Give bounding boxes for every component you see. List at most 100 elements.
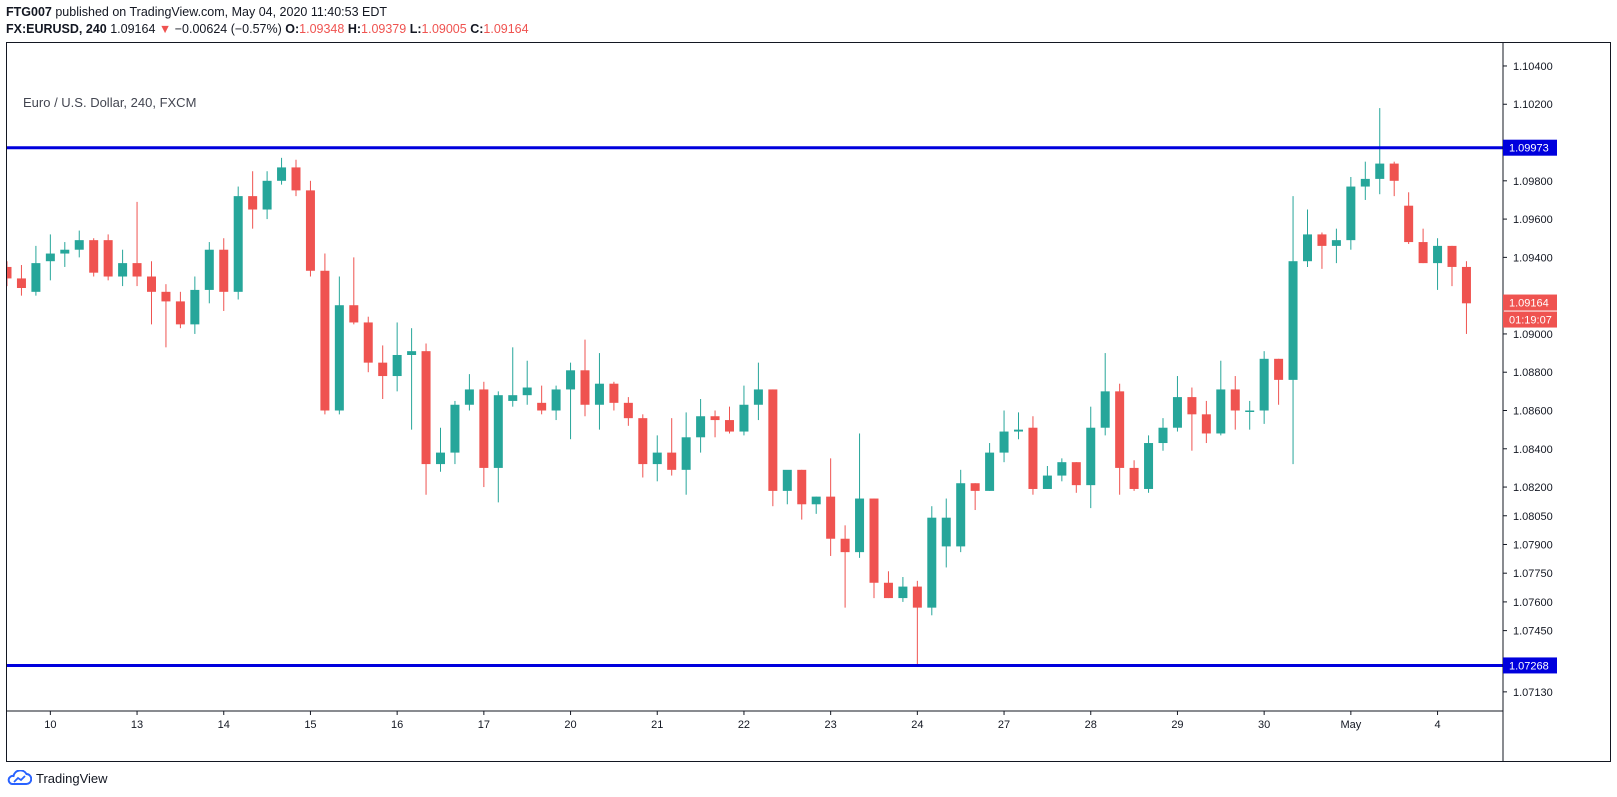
candle [349, 257, 359, 325]
candle-body [1158, 427, 1168, 444]
candle [421, 343, 431, 495]
candle [1245, 400, 1255, 430]
candle [1317, 232, 1327, 269]
candle-body [537, 402, 547, 411]
candle [710, 410, 720, 438]
candle [161, 284, 171, 348]
x-tick-label: 15 [304, 719, 316, 731]
candle-body [1057, 462, 1067, 476]
candle [594, 353, 604, 430]
candle-body [1259, 358, 1269, 411]
candle-body [985, 452, 995, 491]
candle [912, 580, 922, 666]
candle-body [782, 469, 792, 491]
candlestick-chart[interactable]: 1.10400 1.10200 1.09800 1.09600 1.09400 1.090… [7, 43, 1610, 761]
candle-body [797, 469, 807, 505]
candle-body [1201, 414, 1211, 434]
candle-body [436, 452, 445, 465]
candle [60, 242, 70, 267]
candle [45, 234, 55, 281]
publish-info: published on TradingView.com, May 04, 20… [55, 5, 388, 19]
candle-body [1230, 389, 1240, 411]
tradingview-logo[interactable]: TradingView [6, 770, 108, 786]
candle-body [1129, 467, 1139, 489]
candle [320, 253, 330, 415]
candle [1461, 261, 1471, 334]
y-tick-label: 1.08400 [1513, 444, 1553, 456]
candle-body [768, 389, 778, 491]
candle-body [89, 240, 99, 273]
candle-body [248, 196, 258, 210]
countdown-tag [1503, 311, 1557, 328]
candle-body [710, 416, 720, 421]
candle-body [161, 291, 171, 302]
last-price: 1.09164 [110, 22, 156, 36]
candle-body [464, 389, 474, 405]
candle-body [262, 180, 272, 210]
candle [89, 238, 99, 277]
candle [999, 410, 1009, 463]
y-tick-label: 1.09400 [1513, 252, 1553, 264]
candle-body [1418, 242, 1428, 264]
high-label: H: [347, 22, 362, 36]
candle [1071, 462, 1081, 493]
candle [262, 171, 272, 220]
candle [147, 261, 156, 325]
candle [305, 180, 315, 277]
candle [1274, 358, 1284, 405]
candle [118, 249, 128, 287]
candle-body [1144, 443, 1154, 489]
candle-body [1172, 397, 1182, 428]
candle-body [1042, 475, 1052, 489]
candle [1100, 353, 1110, 436]
candle [985, 443, 995, 491]
candle [7, 261, 12, 287]
candle [16, 265, 26, 296]
candle-body [204, 249, 214, 290]
candle [681, 412, 691, 495]
candle [1360, 161, 1370, 200]
candle [1158, 418, 1168, 451]
x-tick-label: 22 [738, 719, 750, 731]
x-tick-label: 16 [391, 719, 403, 731]
candle [334, 276, 344, 415]
candle-body [681, 437, 691, 470]
candle [883, 571, 893, 599]
candle-body [826, 496, 836, 539]
candle-body [927, 517, 937, 608]
x-tick-label: 27 [998, 719, 1010, 731]
candle [392, 322, 402, 392]
x-tick-label: 24 [911, 719, 923, 731]
candle-body [1433, 245, 1443, 264]
candle [103, 234, 113, 281]
candle-body [1346, 186, 1356, 241]
candle [1144, 435, 1154, 493]
candle-body [421, 351, 431, 465]
candle-body [1331, 240, 1341, 246]
candle-body [1404, 205, 1414, 243]
candle-body [190, 289, 200, 325]
chart-frame[interactable]: 1.10400 1.10200 1.09800 1.09600 1.09400 1.090… [6, 42, 1611, 762]
candle [725, 406, 734, 434]
candle-body [1375, 163, 1385, 179]
x-tick-label: 4 [1434, 719, 1440, 731]
candle [1086, 406, 1096, 509]
x-tick-label: 29 [1171, 719, 1183, 731]
candle-body [493, 395, 503, 468]
candle-body [840, 538, 850, 553]
candle [1028, 416, 1038, 495]
candle [566, 362, 576, 440]
countdown-tag-label: 01:19:07 [1509, 315, 1552, 327]
candle-body [132, 263, 142, 277]
candle [609, 381, 619, 411]
candle [450, 400, 460, 465]
candle-body [1014, 429, 1023, 432]
candle-body [378, 362, 388, 377]
candle [190, 276, 200, 334]
candle-body [753, 389, 763, 405]
candle [1014, 412, 1023, 440]
level-price-tag-label: 1.09973 [1509, 143, 1549, 155]
candle [826, 458, 836, 556]
candle [580, 339, 590, 417]
publisher-name[interactable]: FTG007 [6, 5, 52, 19]
